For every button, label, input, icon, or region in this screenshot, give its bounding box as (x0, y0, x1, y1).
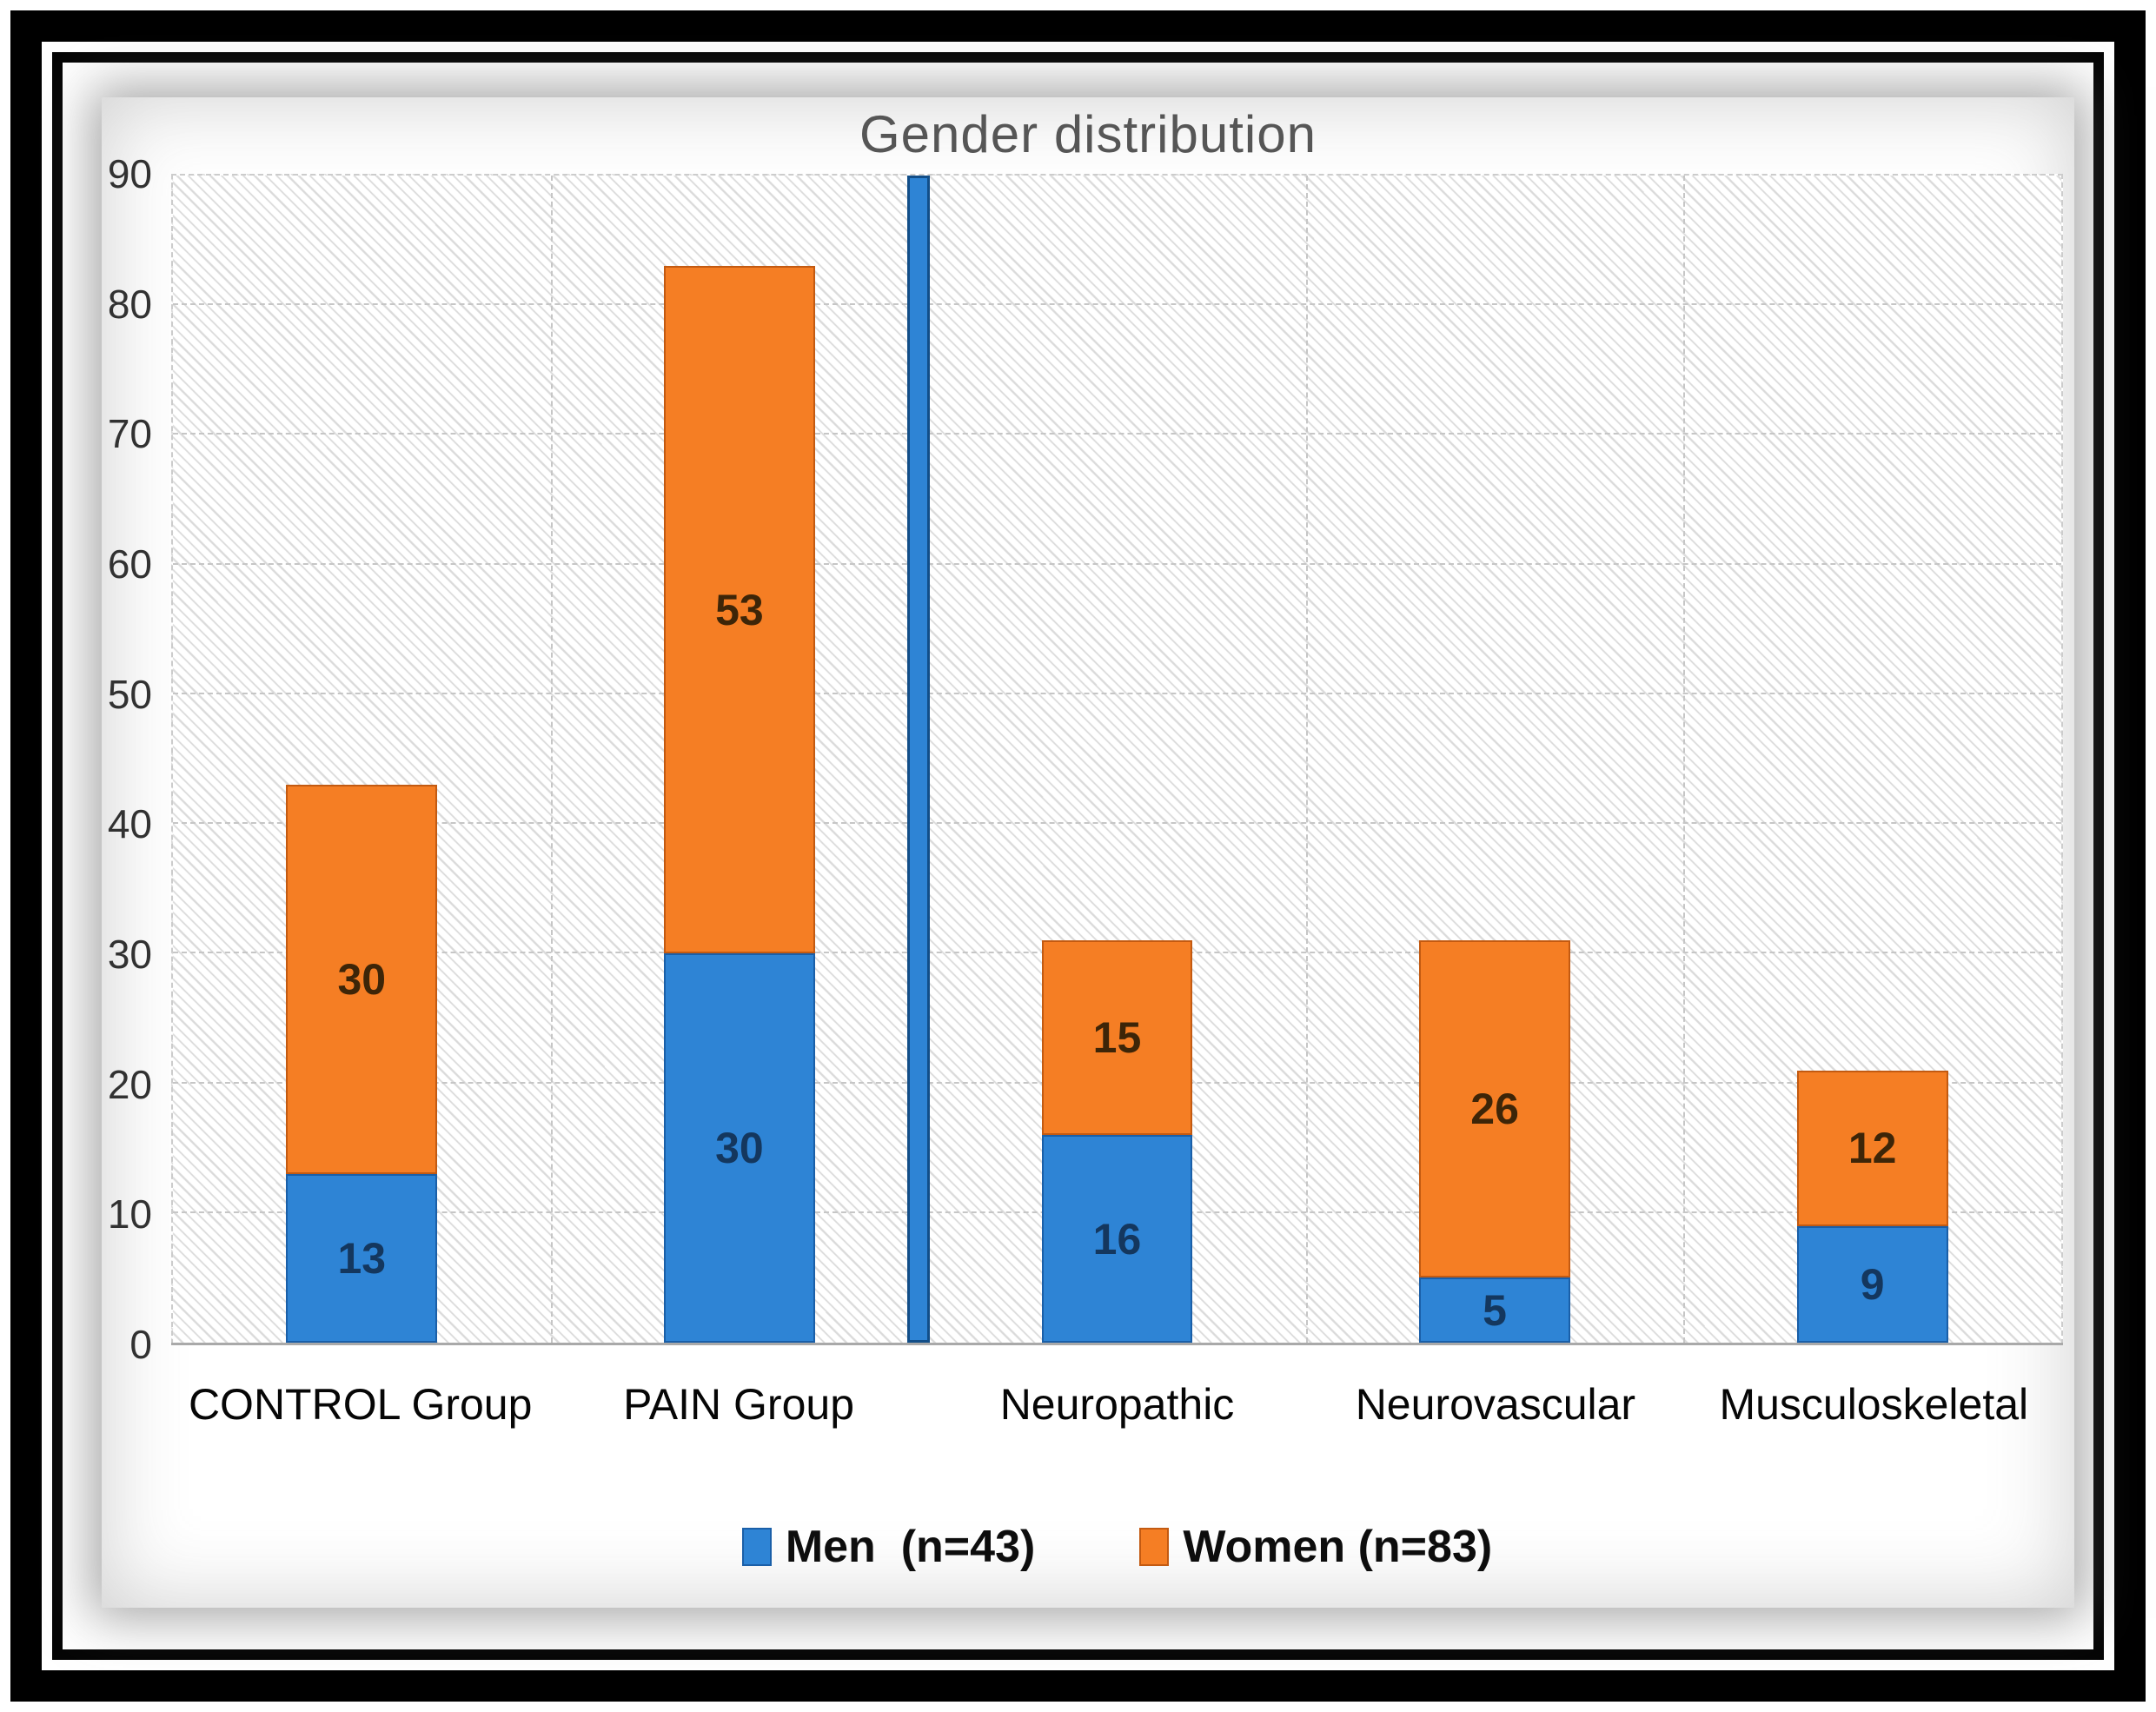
v-gridline (1305, 176, 1308, 1343)
bar-segment-men-2: 30 (663, 953, 815, 1343)
h-gridline (173, 562, 2061, 565)
h-gridline (173, 433, 2061, 435)
legend-swatch-icon (741, 1528, 772, 1566)
legend-swatch-icon (1139, 1528, 1170, 1566)
bar-value-label: 26 (1470, 1085, 1519, 1134)
y-tick-label: 60 (107, 541, 152, 587)
bar-segment-women-3: 15 (1041, 940, 1193, 1136)
legend: Men (n=43) Women (n=83) (171, 1521, 2063, 1573)
y-tick-label: 70 (107, 411, 152, 457)
group-divider-bar (907, 176, 931, 1343)
v-gridline (1683, 176, 1686, 1343)
bar-segment-women-1: 30 (286, 785, 438, 1175)
plot-area: 13 30 30 53 16 15 5 26 9 12 (171, 174, 2063, 1345)
category-label-5: Musculoskeletal (1719, 1380, 2029, 1429)
outer-black-frame: Gender distribution 0 10 20 30 40 50 60 70 80 90 … (10, 10, 2146, 1702)
bar-segment-men-5: 9 (1796, 1225, 1948, 1343)
bar-segment-women-4: 26 (1419, 940, 1570, 1278)
y-tick-label: 40 (107, 801, 152, 847)
bar-value-label: 9 (1860, 1259, 1885, 1309)
y-tick-label: 80 (107, 281, 152, 327)
y-tick-label: 0 (129, 1322, 152, 1367)
y-tick-label: 10 (107, 1191, 152, 1238)
bar-value-label: 12 (1848, 1124, 1897, 1173)
legend-label: Men (n=43) (785, 1522, 1036, 1572)
h-gridline (173, 692, 2061, 694)
chart-title: Gender distribution (859, 105, 1317, 163)
inner-black-frame: Gender distribution 0 10 20 30 40 50 60 70 80 90 … (52, 52, 2104, 1660)
bar-segment-men-4: 5 (1419, 1277, 1570, 1343)
legend-item: Women (n=83) (1139, 1521, 1492, 1573)
bar-value-label: 30 (715, 1124, 764, 1173)
bar-value-label: 53 (715, 585, 764, 634)
bar-segment-men-1: 13 (286, 1174, 438, 1343)
bar-segment-men-3: 16 (1041, 1135, 1193, 1343)
v-gridline (550, 176, 553, 1343)
bar-value-label: 13 (337, 1234, 387, 1283)
y-tick-label: 20 (107, 1061, 152, 1107)
category-axis: CONTROL Group PAIN Group Neuropathic Neurov… (171, 1379, 2063, 1440)
bar-value-label: 30 (337, 955, 387, 1005)
h-gridline (173, 303, 2061, 306)
bar-segment-women-5: 12 (1796, 1070, 1948, 1226)
category-label-1: CONTROL Group (188, 1380, 533, 1429)
category-label-3: Neuropathic (999, 1380, 1235, 1429)
category-label-4: Neurovascular (1355, 1380, 1636, 1429)
h-gridline (173, 822, 2061, 825)
figure-content: Gender distribution 0 10 20 30 40 50 60 70 80 90 … (63, 63, 2093, 1649)
chart-panel: Gender distribution 0 10 20 30 40 50 60 70 80 90 … (102, 97, 2074, 1608)
category-label-2: PAIN Group (623, 1380, 855, 1429)
x-axis-line (171, 1343, 2063, 1345)
legend-label: Women (n=83) (1183, 1522, 1493, 1572)
legend-item: Men (n=43) (741, 1521, 1036, 1573)
bar-segment-women-2: 53 (663, 266, 815, 954)
bar-value-label: 16 (1092, 1214, 1142, 1264)
y-tick-label: 30 (107, 932, 152, 977)
y-tick-label: 90 (107, 151, 152, 196)
bar-value-label: 5 (1483, 1285, 1507, 1335)
y-tick-label: 50 (107, 671, 152, 717)
bar-value-label: 15 (1092, 1013, 1142, 1063)
y-axis: 0 10 20 30 40 50 60 70 80 90 (102, 151, 157, 1367)
